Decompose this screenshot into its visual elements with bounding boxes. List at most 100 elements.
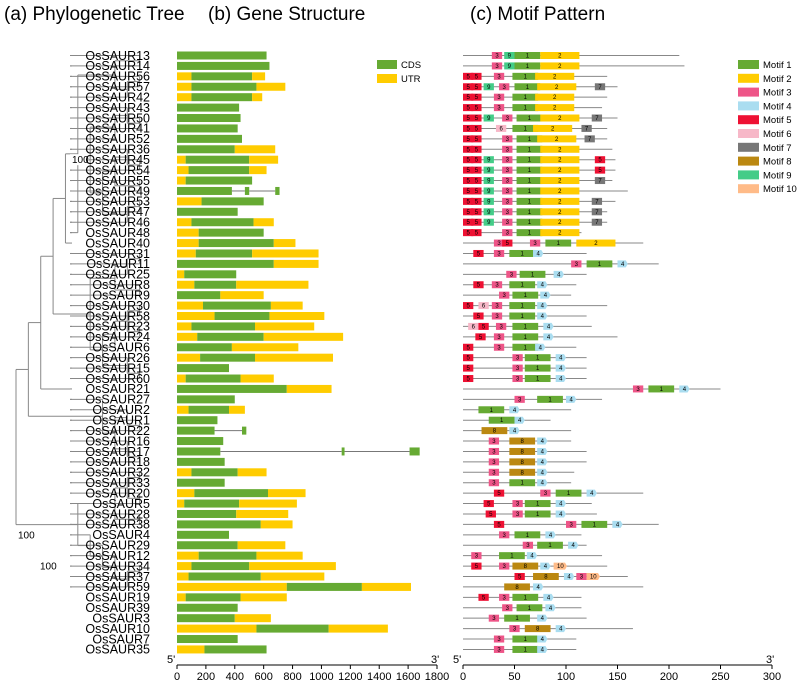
bootstrap-bg: [70, 154, 89, 166]
utr-segment: [239, 499, 297, 508]
motif-number: 3: [575, 262, 579, 268]
motif-shape: [491, 281, 503, 289]
cds-segment: [198, 239, 274, 248]
motif-7-box: 7: [591, 218, 603, 226]
cds-segment: [191, 562, 250, 571]
motif-number: 4: [513, 408, 517, 414]
motif-number: 4: [541, 470, 545, 476]
motif-legend-label: Motif 1: [763, 60, 792, 71]
motif-shape: [471, 93, 482, 101]
motif-shape: [491, 302, 503, 310]
motif-shape: [533, 583, 544, 591]
motif-shape: [483, 218, 494, 226]
motif-3-box: 3: [502, 145, 513, 153]
utr-segment: [260, 520, 293, 529]
motif-3-box: 3: [502, 218, 513, 226]
motif-shape: [545, 604, 556, 612]
motif-1-box: 1: [512, 72, 539, 80]
gene-label: OsSAUR54: [85, 163, 150, 177]
motif-shape: [576, 573, 587, 580]
motif-shape: [566, 520, 577, 528]
motif-number: 5: [482, 595, 486, 601]
motif-shape: [502, 156, 513, 164]
gene-label: OsSAUR17: [85, 445, 150, 459]
utr-segment: [177, 499, 185, 508]
motif-4-box: 4: [612, 520, 623, 528]
motif-shape: [512, 375, 523, 383]
motif-shape: [586, 260, 613, 268]
motif-number: 4: [513, 429, 517, 435]
motif-number: 4: [559, 377, 563, 383]
utr-segment: [263, 332, 344, 341]
motif-number: 1: [528, 116, 532, 122]
utr-segment: [177, 280, 195, 289]
motif-5-box: 5: [471, 156, 482, 164]
motif-shape: [537, 281, 548, 289]
cds-segment: [177, 447, 221, 456]
motif-2-box: 2: [540, 156, 580, 164]
cds-segment: [244, 186, 250, 195]
motif-number: 3: [510, 272, 514, 278]
utr-segment: [177, 239, 199, 248]
motif-4-box: 4: [566, 395, 577, 403]
motif-number: 7: [598, 85, 602, 91]
motif-3-box: 3: [512, 510, 523, 518]
cds-segment: [177, 541, 238, 550]
motif-shape: [471, 145, 482, 153]
motif-number: 3: [636, 387, 640, 393]
motif-number: 3: [569, 522, 573, 528]
motif-legend-label: Motif 7: [763, 143, 792, 154]
motif-number: 1: [567, 491, 571, 497]
motif-1-box: 1: [516, 177, 543, 185]
motif-number: 3: [516, 377, 520, 383]
gene-label: OsSAUR52: [85, 132, 150, 146]
motif-5-box: 5: [471, 114, 482, 122]
motif-number: 3: [526, 543, 530, 549]
motif-number: 3: [506, 168, 510, 174]
motif-3-box: 3: [491, 302, 503, 310]
motif-shape: [483, 177, 494, 185]
motif-2-box: 2: [535, 72, 575, 80]
motif-shape: [540, 62, 580, 70]
motif-5-box: 5: [594, 156, 606, 164]
utr-segment: [269, 312, 325, 320]
motif-number: 1: [521, 314, 525, 320]
motif-number: 5: [466, 189, 470, 195]
motif-number: 1: [510, 554, 514, 560]
gene-label: OsSAUR9: [92, 288, 150, 302]
motif-number: 4: [530, 554, 534, 560]
motif-number: 2: [553, 106, 557, 112]
motif-number: 3: [497, 345, 501, 351]
motif-shape: [540, 187, 580, 195]
motif-number: 1: [524, 324, 528, 330]
motif-shape: [502, 197, 513, 205]
motif-shape: [512, 93, 539, 101]
cds-segment: [185, 155, 250, 164]
bootstrap-value: 100: [40, 562, 57, 573]
motif-shape: [586, 489, 597, 497]
motif-shape: [504, 52, 515, 59]
motif-shape: [499, 291, 510, 299]
motif-shape: [502, 239, 513, 247]
motif-shape: [502, 208, 513, 216]
motif-shape: [463, 208, 474, 216]
motif-shape: [483, 208, 494, 216]
axis-5prime: 5': [167, 654, 175, 666]
motif-number: 4: [518, 418, 522, 424]
gene-label: OsSAUR16: [85, 434, 150, 448]
motif-5-box: 5: [485, 510, 496, 518]
axis-5prime: 5': [453, 654, 461, 666]
motif-shape: [540, 562, 551, 570]
motif-number: 3: [495, 64, 499, 70]
motif-3-box: 3: [493, 239, 505, 247]
cds-segment: [275, 186, 280, 195]
motif-number: 8: [524, 564, 528, 570]
motif-shape: [584, 135, 595, 143]
motif-number: 4: [541, 460, 545, 466]
motif-legend-label: Motif 10: [763, 184, 797, 195]
motif-number: 5: [466, 231, 470, 237]
motif-1-box: 1: [516, 135, 543, 143]
gene-label: OsSAUR48: [85, 226, 150, 240]
utr-segment: [236, 509, 289, 518]
